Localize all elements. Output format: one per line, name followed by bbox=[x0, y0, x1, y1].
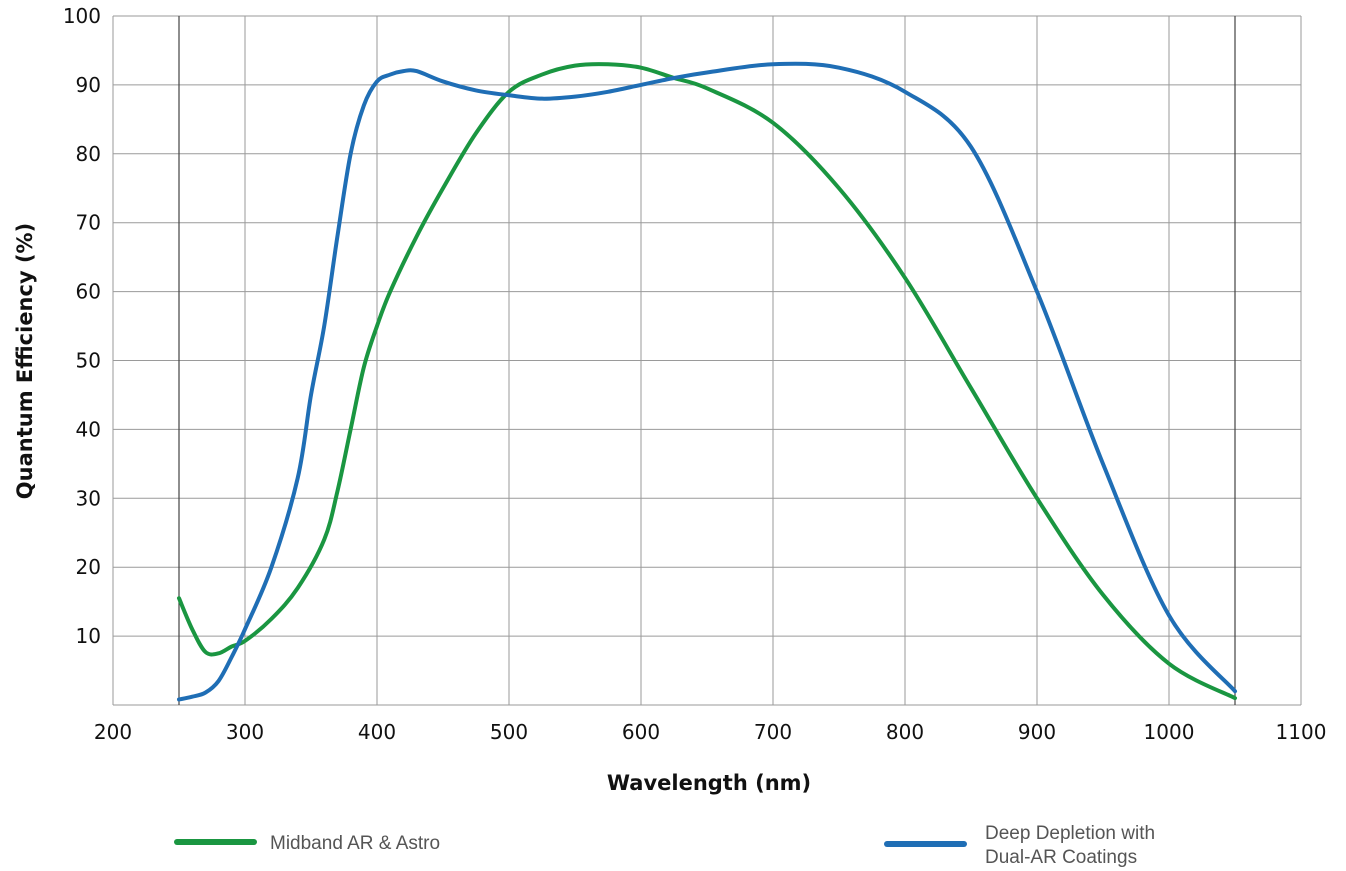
x-tick-label-600: 600 bbox=[622, 720, 660, 744]
y-tick-label-40: 40 bbox=[76, 417, 101, 441]
x-tick-label-200: 200 bbox=[94, 720, 132, 744]
x-tick-label-800: 800 bbox=[886, 720, 924, 744]
y-tick-label-90: 90 bbox=[76, 73, 101, 97]
x-tick-label-400: 400 bbox=[358, 720, 396, 744]
x-tick-labels: 200 300 400 500 600 700 800 900 1000 1100 bbox=[94, 720, 1327, 744]
legend-label-midband: Midband AR & Astro bbox=[270, 833, 440, 854]
legend: Midband AR & Astro Deep Depletion with Du… bbox=[174, 823, 1155, 868]
series-line-deep-depletion bbox=[177, 61, 1237, 702]
x-tick-label-500: 500 bbox=[490, 720, 528, 744]
y-tick-label-70: 70 bbox=[76, 211, 101, 235]
x-axis-title: Wavelength (nm) bbox=[607, 771, 811, 795]
y-tick-label-80: 80 bbox=[76, 142, 101, 166]
y-tick-label-50: 50 bbox=[76, 349, 101, 373]
y-axis-title: Quantum Efficiency (%) bbox=[13, 223, 37, 499]
x-tick-label-1000: 1000 bbox=[1144, 720, 1195, 744]
y-tick-label-20: 20 bbox=[76, 555, 101, 579]
y-tick-label-60: 60 bbox=[76, 280, 101, 304]
x-tick-label-300: 300 bbox=[226, 720, 264, 744]
x-tick-label-1100: 1100 bbox=[1276, 720, 1327, 744]
legend-label-deep-depletion: Deep Depletion with Dual-AR Coatings bbox=[985, 823, 1155, 868]
y-tick-label-10: 10 bbox=[76, 624, 101, 648]
y-tick-label-30: 30 bbox=[76, 486, 101, 510]
x-tick-label-700: 700 bbox=[754, 720, 792, 744]
x-tick-label-900: 900 bbox=[1018, 720, 1056, 744]
series-line-midband bbox=[177, 62, 1237, 701]
plot-frame bbox=[112, 16, 1302, 705]
y-tick-label-100: 100 bbox=[63, 4, 101, 28]
grid bbox=[113, 15, 1301, 706]
series-lines bbox=[177, 61, 1237, 702]
y-tick-labels: 10 20 30 40 50 60 70 80 90 100 bbox=[63, 4, 101, 648]
